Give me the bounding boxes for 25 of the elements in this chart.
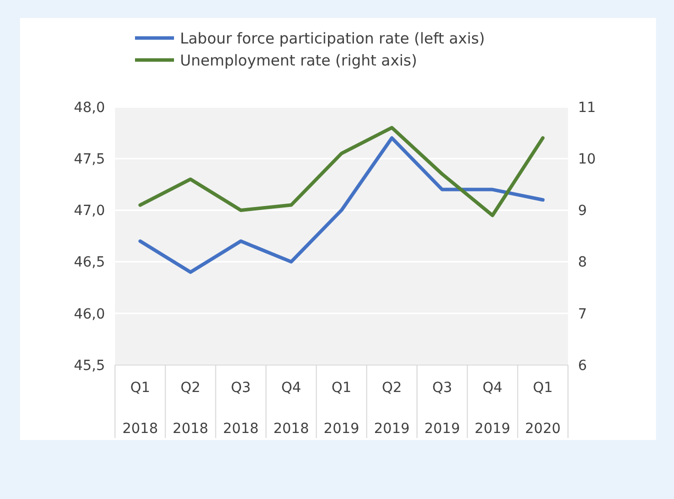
category-label: Q4 2019 <box>474 380 510 437</box>
y-tick-label: 45,5 <box>74 358 105 374</box>
y2-tick-label: 7 <box>578 306 587 322</box>
category-label: Q2 2018 <box>172 380 208 437</box>
legend-label: Unemployment rate (right axis) <box>180 51 418 70</box>
category-label: Q1 2020 <box>525 380 561 437</box>
y2-tick-label: 11 <box>578 100 596 116</box>
y-tick-label: 47,5 <box>74 152 105 168</box>
y-tick-label: 47,0 <box>74 203 105 220</box>
category-label: Q1 2019 <box>324 380 360 437</box>
y2-tick-label: 6 <box>578 358 587 374</box>
line-series <box>138 126 545 218</box>
category-label: Q3 2019 <box>424 380 460 437</box>
line-series <box>138 136 545 274</box>
legend-label: Labour force participation rate (left axis) <box>180 29 485 48</box>
y2-tick-label: 10 <box>578 152 596 168</box>
y2-tick-label: 8 <box>578 254 587 271</box>
y-tick-label: 46,5 <box>74 254 105 271</box>
category-label: Q1 2018 <box>122 380 158 437</box>
category-label: Q2 2019 <box>374 380 410 437</box>
y-tick-label: 46,0 <box>74 306 105 322</box>
category-label: Q3 2018 <box>223 380 259 437</box>
y-tick-label: 48,0 <box>74 100 105 116</box>
y2-tick-label: 9 <box>578 203 587 220</box>
category-label: Q4 2018 <box>273 380 309 437</box>
